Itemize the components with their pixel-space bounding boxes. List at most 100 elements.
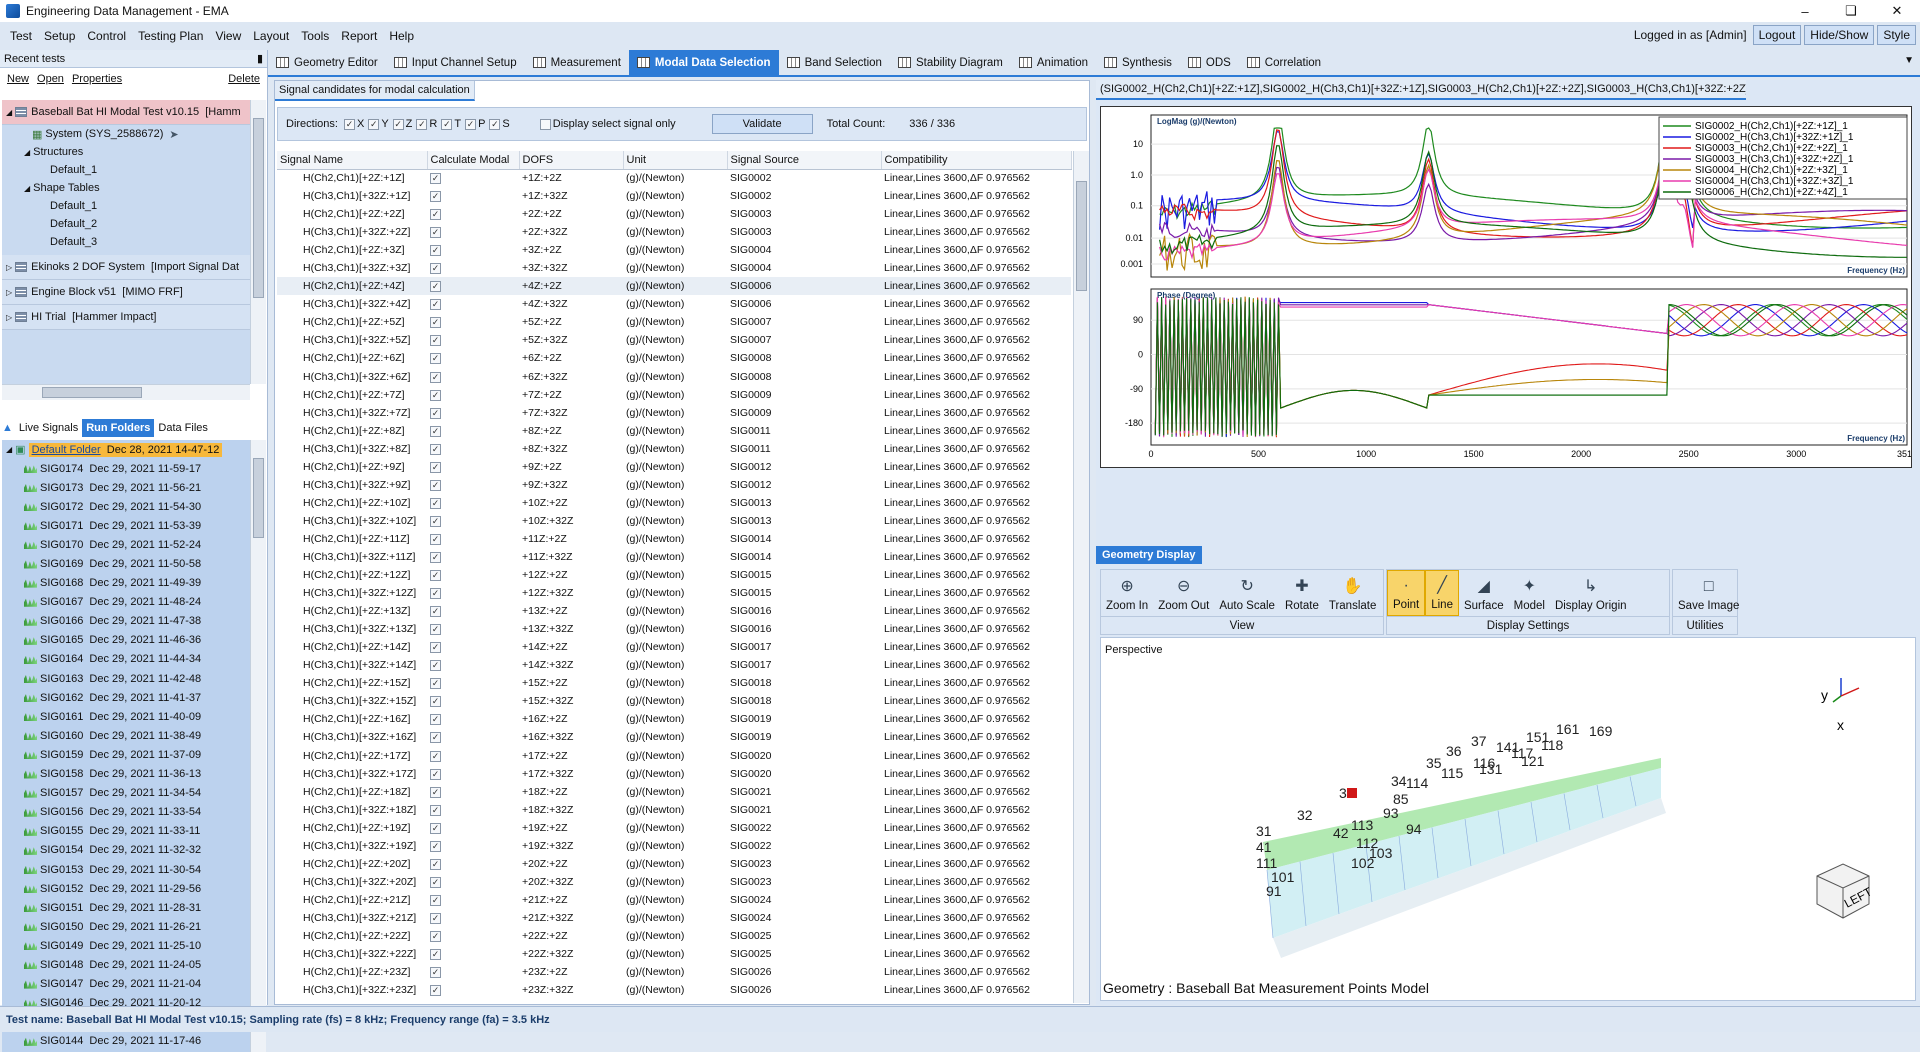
pin-icon[interactable]: ▮ [256, 53, 263, 65]
table-row[interactable]: H(Ch3,Ch1)[+32Z:+16Z] ✓ +16Z:+32Z (g)/(Newt… [277, 728, 1071, 746]
collapse-icon[interactable]: ▷ [6, 312, 13, 322]
direction-x[interactable]: ✓ X [343, 118, 364, 130]
shape-tables-node[interactable]: ◢ Shape Tables [2, 179, 250, 197]
minimize-icon[interactable]: – [1801, 3, 1809, 19]
direction-r[interactable]: ✓ R [416, 118, 437, 130]
calculate-modal-checkbox[interactable]: ✓ [430, 678, 441, 690]
signal-item[interactable]: SIG0155 Dec 29, 2021 11-33-11 [2, 822, 264, 841]
calculate-modal-checkbox[interactable]: ✓ [430, 263, 441, 275]
table-row[interactable]: H(Ch2,Ch1)[+2Z:+5Z] ✓ +5Z:+2Z (g)/(Newton) S… [277, 313, 1071, 331]
style-button[interactable]: Style [1877, 25, 1916, 45]
zoom-out-button[interactable]: ⊖ Zoom Out [1153, 570, 1214, 616]
signal-item[interactable]: SIG0165 Dec 29, 2021 11-46-36 [2, 631, 264, 650]
line-button[interactable]: ╱ Line [1425, 570, 1459, 616]
menu-control[interactable]: Control [87, 29, 127, 43]
collapse-icon[interactable]: ▷ [6, 262, 13, 272]
calculate-modal-checkbox[interactable]: ✓ [430, 389, 441, 401]
system-node[interactable]: ▦ System (SYS_2588672) ➤ [2, 125, 250, 143]
calculate-modal-checkbox[interactable]: ✓ [430, 479, 441, 491]
table-row[interactable]: H(Ch3,Ch1)[+32Z:+22Z] ✓ +22Z:+32Z (g)/(Newt… [277, 945, 1071, 963]
validate-button[interactable]: Validate [711, 114, 813, 134]
hide-show-button[interactable]: Hide/Show [1804, 25, 1875, 45]
calculate-modal-checkbox[interactable]: ✓ [430, 750, 441, 762]
menu-view[interactable]: View [215, 29, 242, 43]
table-row[interactable]: H(Ch2,Ch1)[+2Z:+3Z] ✓ +3Z:+2Z (g)/(Newton) S… [277, 241, 1071, 259]
column-header[interactable]: Unit [623, 151, 728, 170]
table-row[interactable]: H(Ch3,Ch1)[+32Z:+8Z] ✓ +8Z:+32Z (g)/(Newton… [277, 440, 1071, 458]
calculate-modal-checkbox[interactable]: ✓ [430, 804, 441, 816]
table-row[interactable]: H(Ch3,Ch1)[+32Z:+19Z] ✓ +19Z:+32Z (g)/(Newt… [277, 837, 1071, 855]
table-row[interactable]: H(Ch3,Ch1)[+32Z:+17Z] ✓ +17Z:+32Z (g)/(Newt… [277, 765, 1071, 783]
signal-item[interactable]: SIG0144 Dec 29, 2021 11-17-46 [2, 1032, 264, 1051]
tab-input-channel-setup[interactable]: Input Channel Setup [386, 50, 525, 75]
calculate-modal-checkbox[interactable]: ✓ [430, 858, 441, 870]
save-image-button[interactable]: □ Save Image [1673, 570, 1744, 616]
calculate-modal-checkbox[interactable]: ✓ [430, 407, 441, 419]
signal-item[interactable]: SIG0148 Dec 29, 2021 11-24-05 [2, 955, 264, 974]
calculate-modal-checkbox[interactable]: ✓ [430, 985, 441, 997]
calculate-modal-checkbox[interactable]: ✓ [430, 281, 441, 293]
column-header[interactable]: Signal Source [727, 151, 882, 170]
tree-hscrollbar[interactable] [2, 384, 250, 400]
calculate-modal-checkbox[interactable]: ✓ [430, 353, 441, 365]
signal-item[interactable]: SIG0151 Dec 29, 2021 11-28-31 [2, 898, 264, 917]
table-row[interactable]: H(Ch2,Ch1)[+2Z:+9Z] ✓ +9Z:+2Z (g)/(Newton) S… [277, 458, 1071, 476]
column-header[interactable]: Calculate Modal [427, 151, 520, 170]
legend-entry[interactable]: SIG0003_H(Ch2,Ch1)[+2Z:+2Z]_1 [1695, 143, 1848, 154]
calculate-modal-checkbox[interactable]: ✓ [430, 894, 441, 906]
legend-entry[interactable]: SIG0004_H(Ch3,Ch1)[+32Z:+3Z]_1 [1695, 176, 1854, 187]
table-row[interactable]: H(Ch2,Ch1)[+2Z:+15Z] ✓ +15Z:+2Z (g)/(Newton… [277, 674, 1071, 692]
signal-scrollbar[interactable] [250, 440, 266, 1052]
calculate-modal-checkbox[interactable]: ✓ [430, 570, 441, 582]
shape-node[interactable]: Default_1 [2, 197, 250, 215]
signal-item[interactable]: SIG0171 Dec 29, 2021 11-53-39 [2, 516, 264, 535]
rotate-button[interactable]: ✚ Rotate [1280, 570, 1324, 616]
table-row[interactable]: H(Ch2,Ch1)[+2Z:+23Z] ✓ +23Z:+2Z (g)/(Newton… [277, 963, 1071, 981]
table-row[interactable]: H(Ch3,Ch1)[+32Z:+12Z] ✓ +12Z:+32Z (g)/(Newt… [277, 584, 1071, 602]
menu-report[interactable]: Report [341, 29, 378, 43]
calculate-modal-checkbox[interactable]: ✓ [430, 822, 441, 834]
geometry-viewport[interactable]: Perspective 33 32 31 41 111 101 91 42 113 112 103 1… [1100, 637, 1916, 1001]
table-row[interactable]: H(Ch3,Ch1)[+32Z:+1Z] ✓ +1Z:+32Z (g)/(Newton… [277, 187, 1071, 205]
direction-y[interactable]: ✓ Y [368, 118, 389, 130]
calculate-modal-checkbox[interactable]: ✓ [430, 642, 441, 654]
calculate-modal-checkbox[interactable]: ✓ [430, 245, 441, 257]
close-icon[interactable]: ✕ [1891, 3, 1903, 18]
structures-node[interactable]: ◢ Structures [2, 143, 250, 161]
table-row[interactable]: H(Ch2,Ch1)[+2Z:+14Z] ✓ +14Z:+2Z (g)/(Newton… [277, 638, 1071, 656]
calculate-modal-checkbox[interactable]: ✓ [430, 335, 441, 347]
display-select-option[interactable]: Display select signal only [539, 118, 676, 130]
table-row[interactable]: H(Ch2,Ch1)[+2Z:+8Z] ✓ +8Z:+2Z (g)/(Newton) S… [277, 422, 1071, 440]
table-row[interactable]: H(Ch3,Ch1)[+32Z:+2Z] ✓ +2Z:+32Z (g)/(Newton… [277, 223, 1071, 241]
tab-band-selection[interactable]: Band Selection [779, 50, 890, 75]
point-button[interactable]: · Point [1387, 570, 1426, 616]
table-scrollbar[interactable] [1073, 151, 1089, 1003]
maximize-icon[interactable]: ❏ [1845, 3, 1857, 18]
signal-item[interactable]: SIG0172 Dec 29, 2021 11-54-30 [2, 497, 264, 516]
direction-checkbox[interactable]: ✓ [465, 118, 477, 130]
calculate-modal-checkbox[interactable]: ✓ [430, 443, 441, 455]
calculate-modal-checkbox[interactable]: ✓ [430, 624, 441, 636]
column-header[interactable]: DOFS [519, 151, 624, 170]
auto-scale-button[interactable]: ↻ Auto Scale [1214, 570, 1280, 616]
signal-item[interactable]: SIG0153 Dec 29, 2021 11-30-54 [2, 860, 264, 879]
shape-node[interactable]: Default_3 [2, 233, 250, 251]
signal-item[interactable]: SIG0159 Dec 29, 2021 11-37-09 [2, 745, 264, 764]
calculate-modal-checkbox[interactable]: ✓ [430, 660, 441, 672]
menu-layout[interactable]: Layout [253, 29, 290, 43]
default-folder[interactable]: ◢ ▣ Default Folder Dec 28, 2021 14-47-12 [2, 440, 264, 459]
table-row[interactable]: H(Ch2,Ch1)[+2Z:+2Z] ✓ +2Z:+2Z (g)/(Newton) S… [277, 205, 1071, 223]
tab-live-signals[interactable]: Live Signals [18, 422, 79, 434]
calculate-modal-checkbox[interactable]: ✓ [430, 967, 441, 979]
table-row[interactable]: H(Ch2,Ch1)[+2Z:+16Z] ✓ +16Z:+2Z (g)/(Newton… [277, 710, 1071, 728]
menu-test[interactable]: Test [10, 29, 33, 43]
table-row[interactable]: H(Ch2,Ch1)[+2Z:+18Z] ✓ +18Z:+2Z (g)/(Newton… [277, 783, 1071, 801]
table-row[interactable]: H(Ch2,Ch1)[+2Z:+6Z] ✓ +6Z:+2Z (g)/(Newton) S… [277, 349, 1071, 367]
calculate-modal-checkbox[interactable]: ✓ [430, 930, 441, 942]
calculate-modal-checkbox[interactable]: ✓ [430, 840, 441, 852]
signal-item[interactable]: SIG0174 Dec 29, 2021 11-59-17 [2, 459, 264, 478]
table-row[interactable]: H(Ch3,Ch1)[+32Z:+18Z] ✓ +18Z:+32Z (g)/(Newt… [277, 801, 1071, 819]
calculate-modal-checkbox[interactable]: ✓ [430, 732, 441, 744]
table-row[interactable]: H(Ch3,Ch1)[+32Z:+6Z] ✓ +6Z:+32Z (g)/(Newton… [277, 368, 1071, 386]
table-row[interactable]: H(Ch3,Ch1)[+32Z:+11Z] ✓ +11Z:+32Z (g)/(Newt… [277, 548, 1071, 566]
